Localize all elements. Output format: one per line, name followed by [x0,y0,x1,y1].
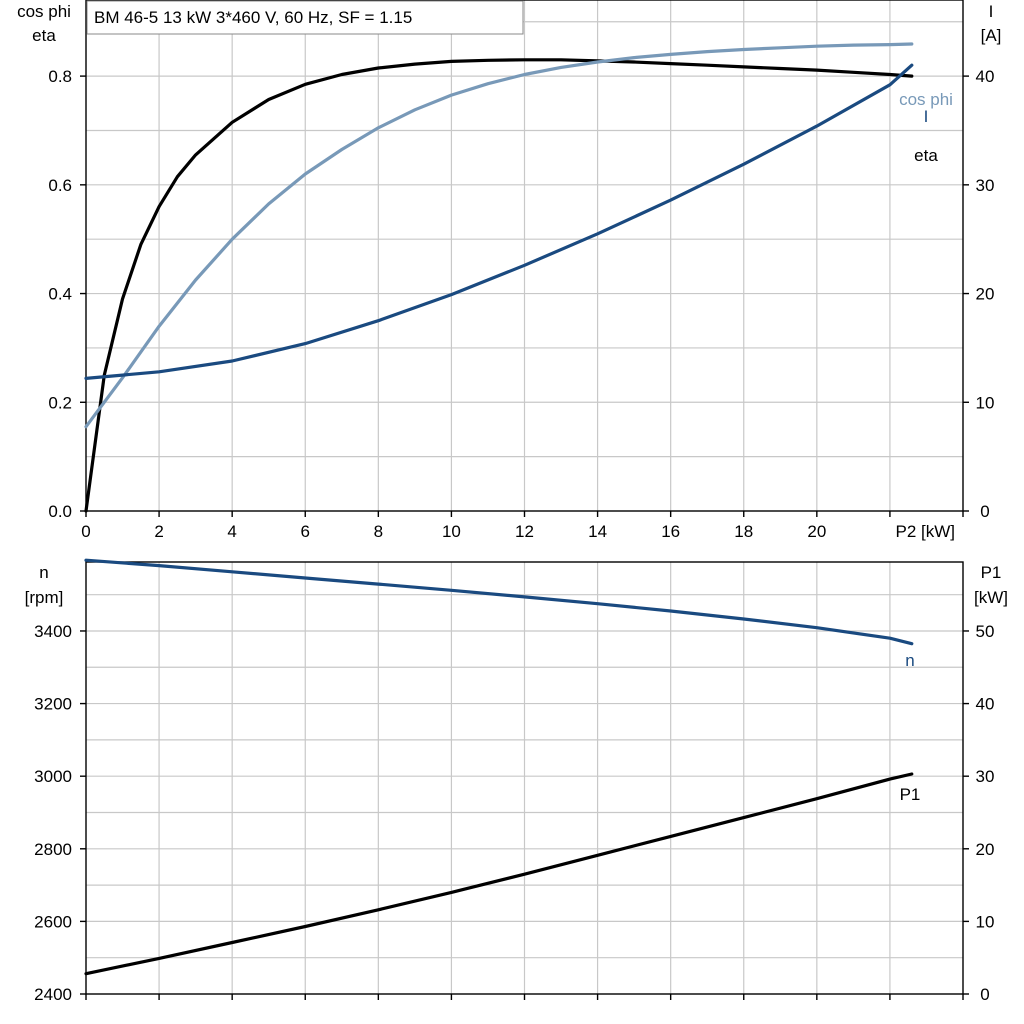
series-label-cos-phi: cos phi [899,90,953,109]
x-axis-label: P2 [kW] [895,522,955,541]
x-tick-label: 14 [588,522,607,541]
x-tick-label: 8 [374,522,383,541]
right-tick-label: 10 [976,393,995,412]
series-label-I: I [924,107,929,126]
left-axis-label: n [39,563,48,582]
x-tick-label: 0 [81,522,90,541]
right-tick-label: 30 [976,176,995,195]
left-tick-label: 2800 [34,840,72,859]
left-tick-label: 0.2 [48,393,72,412]
series-label-P1: P1 [900,785,921,804]
left-tick-label: 0.8 [48,67,72,86]
right-axis-label: P1 [981,563,1002,582]
title-box [86,0,524,35]
right-tick-label: 30 [976,767,995,786]
series-line-cos-phi [84,42,914,429]
left-tick-label: 2600 [34,912,72,931]
x-tick-label: 20 [807,522,826,541]
series-label-n: n [905,651,914,670]
left-tick-label: 0.0 [48,502,72,521]
series-label-eta: eta [914,146,938,165]
x-tick-label: 2 [154,522,163,541]
right-tick-label: 40 [976,695,995,714]
x-tick-label: 12 [515,522,534,541]
left-tick-label: 3200 [34,695,72,714]
left-axis-label: cos phi [17,2,71,21]
right-tick-label: 0 [980,502,989,521]
left-tick-label: 3400 [34,622,72,641]
series-line-n [84,558,914,646]
performance-chart-top: 0 2 4 6 8 10 12 14 16 18 20 P2 [kW] 0.0 0.2 0.4 0.6 0.8 0… [17,0,1001,541]
speed-power-chart-bottom: 2400 2600 2800 3000 3200 3400 0 10 20 30 40 50 n [rpm… [25,558,1008,1004]
x-tick-label: 18 [734,522,753,541]
series-line-P1 [84,772,914,976]
left-tick-label: 2400 [34,985,72,1004]
chart-title: BM 46-5 13 kW 3*460 V, 60 Hz, SF = 1.15 [94,8,412,27]
right-tick-label: 20 [976,840,995,859]
x-tick-label: 16 [661,522,680,541]
right-tick-label: 20 [976,285,995,304]
left-tick-label: 0.4 [48,285,72,304]
left-tick-label: 3000 [34,767,72,786]
right-axis-label: [kW] [974,588,1008,607]
x-tick-label: 6 [301,522,310,541]
left-axis-label: [rpm] [25,588,64,607]
left-tick-label: 0.6 [48,176,72,195]
right-tick-label: 40 [976,67,995,86]
left-axis-label: eta [32,26,56,45]
right-axis-label: I [989,2,994,21]
right-tick-label: 0 [980,985,989,1004]
right-axis-label: [A] [981,26,1002,45]
x-tick-label: 10 [442,522,461,541]
series-line-I [84,63,914,380]
series-line-eta [84,58,914,513]
x-tick-label: 4 [227,522,236,541]
right-tick-label: 50 [976,622,995,641]
right-tick-label: 10 [976,912,995,931]
